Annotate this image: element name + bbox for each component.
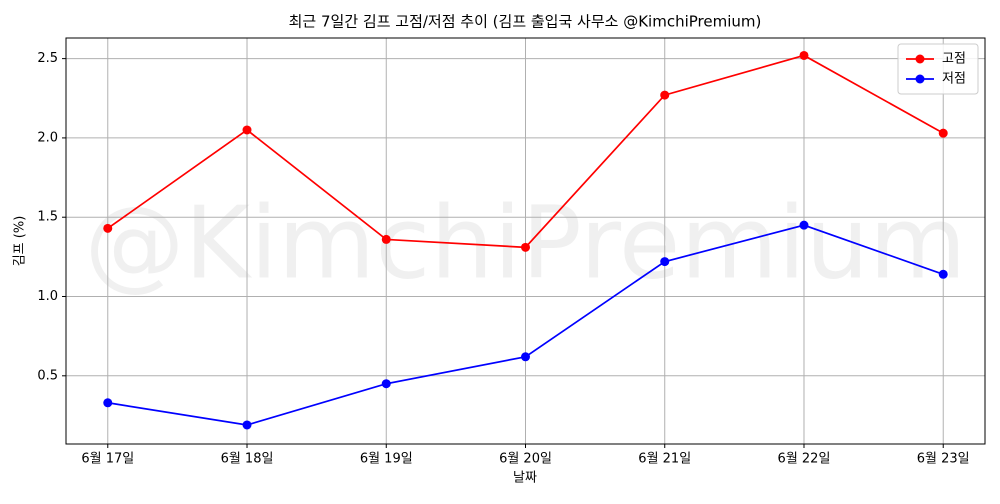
data-point bbox=[938, 269, 948, 279]
x-axis-label: 날짜 bbox=[513, 471, 537, 486]
y-tick-label: 2.5 bbox=[37, 51, 58, 66]
data-point bbox=[242, 420, 252, 430]
data-point bbox=[938, 128, 948, 138]
chart-title: 최근 7일간 김프 고점/저점 추이 (김프 출입국 사무소 @KimchiPr… bbox=[289, 13, 762, 31]
data-point bbox=[799, 50, 809, 60]
x-tick-label: 6월 21일 bbox=[638, 452, 691, 467]
legend-marker bbox=[915, 74, 925, 84]
x-tick-label: 6월 17일 bbox=[81, 452, 134, 467]
legend-label: 고점 bbox=[942, 52, 966, 67]
data-point bbox=[521, 352, 530, 362]
x-tick-label: 6월 19일 bbox=[360, 452, 413, 467]
y-tick-label: 0.5 bbox=[37, 368, 58, 383]
y-tick-label: 1.5 bbox=[37, 210, 58, 225]
data-point bbox=[521, 242, 530, 252]
y-axis-label: 김프 (%) bbox=[13, 216, 28, 267]
legend-marker bbox=[915, 54, 925, 64]
data-point bbox=[242, 125, 252, 135]
legend-label: 저점 bbox=[942, 72, 966, 87]
data-point bbox=[660, 90, 670, 100]
data-point bbox=[381, 234, 391, 244]
x-tick-label: 6월 20일 bbox=[499, 452, 552, 467]
x-tick-label: 6월 23일 bbox=[917, 452, 970, 467]
data-point bbox=[103, 223, 113, 233]
data-point bbox=[660, 257, 670, 267]
data-point bbox=[381, 379, 391, 389]
y-tick-label: 2.0 bbox=[37, 130, 58, 145]
x-tick-label: 6월 22일 bbox=[778, 452, 831, 467]
plot-frame bbox=[65, 37, 986, 445]
data-point bbox=[103, 398, 113, 408]
legend-box bbox=[897, 43, 979, 95]
x-tick-label: 6월 18일 bbox=[221, 452, 274, 467]
data-point bbox=[799, 220, 809, 230]
y-tick-label: 1.0 bbox=[37, 289, 58, 304]
